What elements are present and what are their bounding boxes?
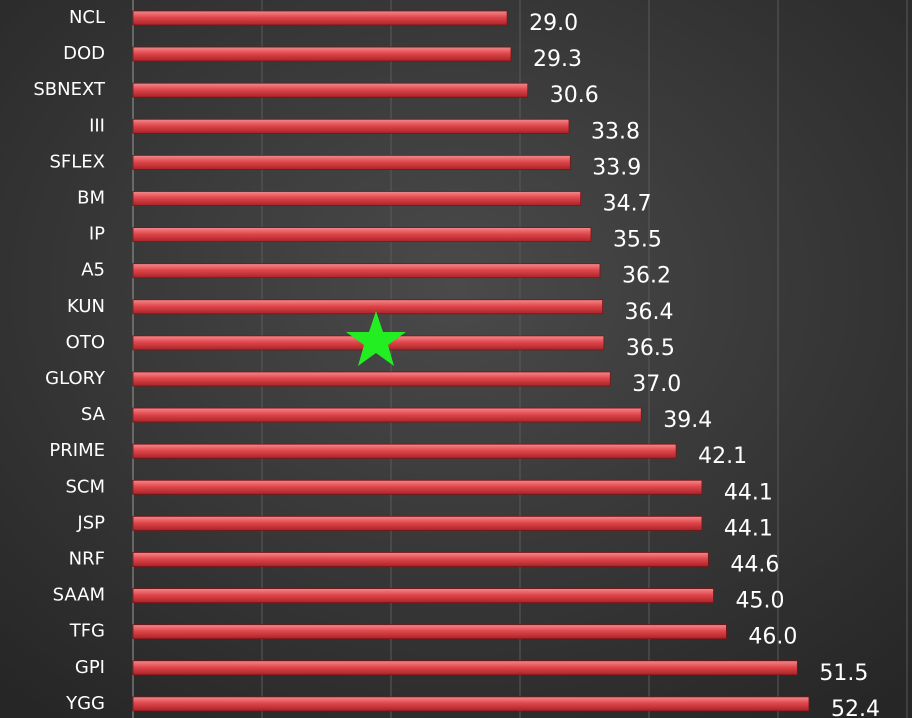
bar [132, 552, 709, 567]
data-label: 33.9 [592, 155, 641, 180]
data-label: 35.5 [613, 228, 662, 253]
y-tick-label: SAAM [53, 585, 105, 606]
y-tick-label: OTO [66, 332, 105, 353]
bar [132, 624, 727, 640]
data-label: 44.1 [724, 516, 773, 541]
data-label: 36.5 [626, 336, 675, 361]
bar [132, 371, 611, 387]
y-tick-label: JSP [76, 512, 105, 533]
bar [132, 407, 642, 423]
y-tick-label: TFG [69, 621, 105, 642]
y-tick-label: A5 [81, 260, 105, 281]
y-tick-label: DOD [63, 43, 105, 64]
data-label: 42.1 [698, 444, 747, 469]
y-tick-label: NCL [69, 7, 105, 28]
y-tick-label: SA [81, 404, 106, 425]
data-label: 44.1 [724, 480, 773, 505]
bar [132, 10, 508, 26]
data-label: 34.7 [603, 192, 652, 217]
data-label: 36.4 [625, 300, 674, 325]
data-label: 30.6 [550, 83, 599, 108]
data-label: 33.8 [591, 119, 640, 144]
y-tick-label: PRIME [49, 440, 105, 461]
bar [132, 516, 703, 531]
bar [132, 46, 512, 62]
y-tick-label: GPI [75, 657, 105, 678]
bar [132, 227, 592, 243]
data-label: 46.0 [748, 625, 797, 650]
y-tick-label: III [89, 115, 105, 136]
bar [132, 82, 529, 98]
bar [132, 479, 703, 495]
star-marker [346, 311, 406, 366]
bar [132, 118, 570, 134]
y-tick-label: GLORY [45, 368, 106, 389]
y-tick-label: KUN [67, 296, 105, 317]
data-label: 29.0 [529, 11, 578, 36]
y-tick-label: NRF [69, 549, 105, 570]
data-label: 51.5 [819, 661, 868, 686]
bar [132, 696, 810, 712]
y-tick-label: SCM [65, 476, 105, 497]
y-tick-label: IP [89, 224, 105, 245]
data-label: 44.6 [730, 553, 779, 578]
data-label: 29.3 [533, 47, 582, 72]
bar [132, 660, 798, 676]
data-label: 36.2 [622, 264, 671, 289]
y-tick-label: BM [77, 188, 105, 209]
bar [132, 191, 582, 206]
y-tick-label: SBNEXT [33, 79, 106, 100]
data-label: 37.0 [632, 372, 681, 397]
data-label: 45.0 [736, 589, 785, 614]
bar [132, 299, 603, 315]
y-tick-label: YGG [65, 693, 105, 714]
bar [132, 154, 571, 170]
bar [132, 443, 677, 459]
bar [132, 588, 714, 603]
data-label: 39.4 [663, 408, 712, 433]
data-label: 52.4 [831, 697, 880, 718]
y-tick-label: SFLEX [49, 151, 105, 172]
bar [132, 263, 601, 279]
